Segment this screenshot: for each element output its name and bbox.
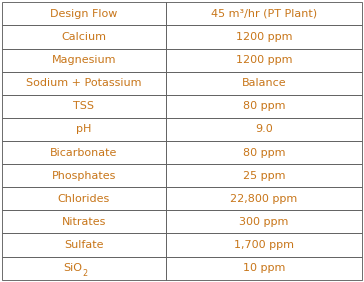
Text: Bicarbonate: Bicarbonate <box>50 147 118 158</box>
Bar <box>166 164 362 187</box>
Bar <box>166 233 362 257</box>
Bar <box>166 49 362 72</box>
Text: 80 ppm: 80 ppm <box>243 147 285 158</box>
Text: Magnesium: Magnesium <box>52 55 116 65</box>
Bar <box>166 210 362 233</box>
Text: 1200 ppm: 1200 ppm <box>236 32 292 42</box>
Bar <box>2 141 166 164</box>
Text: 1200 ppm: 1200 ppm <box>236 55 292 65</box>
Text: 80 ppm: 80 ppm <box>243 101 285 111</box>
Text: 1,700 ppm: 1,700 ppm <box>234 240 294 250</box>
Bar <box>166 2 362 25</box>
Text: Calcium: Calcium <box>61 32 106 42</box>
Bar <box>2 187 166 210</box>
Bar <box>166 118 362 141</box>
Bar <box>166 141 362 164</box>
Bar <box>2 164 166 187</box>
Text: Balance: Balance <box>242 78 286 88</box>
Text: Sodium + Potassium: Sodium + Potassium <box>26 78 142 88</box>
Bar <box>2 118 166 141</box>
Text: 45 m³/hr (PT Plant): 45 m³/hr (PT Plant) <box>211 9 317 19</box>
Text: 22,800 ppm: 22,800 ppm <box>230 194 298 204</box>
Bar <box>2 49 166 72</box>
Bar <box>2 25 166 49</box>
Text: 2: 2 <box>82 269 87 278</box>
Text: Nitrates: Nitrates <box>62 217 106 227</box>
Text: Phosphates: Phosphates <box>52 171 116 181</box>
Bar <box>2 95 166 118</box>
Text: Sulfate: Sulfate <box>64 240 103 250</box>
Bar <box>2 233 166 257</box>
Text: 25 ppm: 25 ppm <box>243 171 285 181</box>
Text: Chlorides: Chlorides <box>58 194 110 204</box>
Bar <box>166 95 362 118</box>
Bar <box>2 72 166 95</box>
Text: Design Flow: Design Flow <box>50 9 118 19</box>
Bar <box>2 210 166 233</box>
Bar <box>166 25 362 49</box>
Bar <box>166 72 362 95</box>
Bar <box>166 187 362 210</box>
Text: 10 ppm: 10 ppm <box>243 263 285 273</box>
Bar <box>2 257 166 280</box>
Text: pH: pH <box>76 124 91 135</box>
Text: TSS: TSS <box>73 101 94 111</box>
Text: 300 ppm: 300 ppm <box>239 217 289 227</box>
Text: 9.0: 9.0 <box>255 124 273 135</box>
Text: SiO: SiO <box>63 263 82 273</box>
Bar <box>166 257 362 280</box>
Bar <box>2 2 166 25</box>
